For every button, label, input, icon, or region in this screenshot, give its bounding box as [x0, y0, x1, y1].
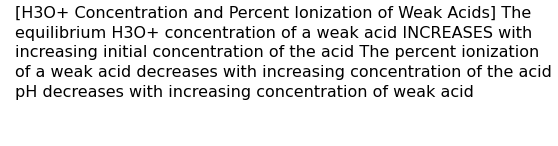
Text: [H3O+ Concentration and Percent Ionization of Weak Acids] The equilibrium H3O+ c: [H3O+ Concentration and Percent Ionizati… — [16, 6, 552, 100]
